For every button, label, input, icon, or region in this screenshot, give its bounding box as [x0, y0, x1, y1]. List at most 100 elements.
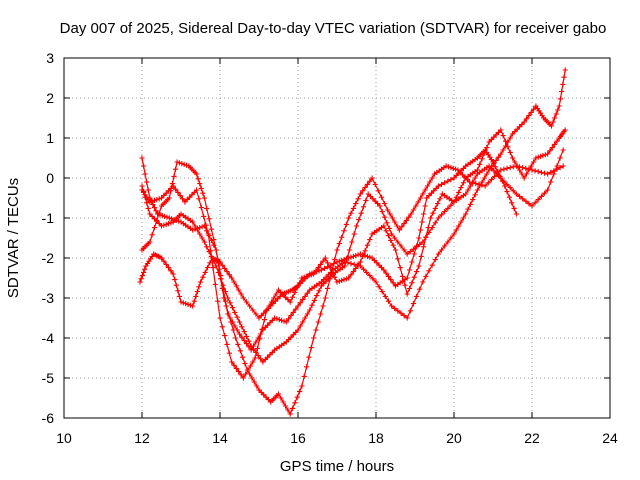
data-point [364, 269, 370, 275]
data-point [445, 178, 451, 184]
data-point [224, 341, 230, 347]
data-point [460, 180, 466, 186]
data-point [350, 269, 356, 275]
x-axis-label: GPS time / hours [280, 458, 394, 475]
data-point [225, 295, 231, 301]
data-point [519, 171, 525, 177]
data-point [542, 152, 548, 158]
data-point [162, 213, 168, 219]
data-point [234, 314, 240, 320]
data-point [271, 295, 277, 301]
data-point [486, 167, 492, 173]
data-point [313, 268, 319, 274]
data-point [283, 319, 289, 325]
data-point [463, 191, 469, 197]
data-point [526, 113, 532, 119]
data-point [253, 339, 259, 345]
data-point [275, 287, 282, 293]
data-point [275, 391, 282, 397]
data-point [408, 211, 414, 217]
data-point [238, 372, 244, 378]
data-point [297, 280, 303, 286]
data-point [488, 177, 494, 183]
data-point [272, 315, 278, 321]
data-point [367, 273, 373, 279]
data-point [238, 291, 244, 297]
data-point [336, 258, 342, 264]
data-point [357, 191, 363, 197]
data-point [320, 258, 326, 264]
data-point [410, 246, 416, 252]
data-point [349, 239, 355, 245]
data-point [390, 242, 396, 248]
data-point [166, 215, 172, 221]
data-point [479, 156, 485, 162]
data-point [429, 262, 435, 268]
data-point [145, 205, 151, 211]
data-point [286, 316, 292, 322]
data-point [365, 191, 371, 197]
data-point [493, 132, 499, 138]
data-point [201, 195, 207, 201]
data-point [432, 257, 438, 263]
data-point [315, 265, 321, 271]
data-point [373, 279, 379, 285]
x-tick-label: 12 [134, 430, 150, 446]
data-point [339, 257, 345, 263]
data-point [431, 188, 437, 194]
data-point [523, 165, 529, 171]
data-point [488, 137, 494, 143]
data-point [367, 254, 373, 260]
data-point [293, 306, 299, 312]
data-point [204, 244, 210, 250]
data-point [548, 169, 554, 175]
data-point [161, 193, 167, 199]
data-point [470, 179, 476, 185]
data-point [158, 255, 165, 261]
data-point [175, 288, 181, 294]
data-point [422, 187, 428, 193]
data-point [287, 299, 293, 305]
data-point [372, 198, 378, 204]
data-point [493, 157, 499, 163]
data-point [370, 276, 376, 282]
data-point [389, 215, 395, 221]
data-point [427, 179, 433, 185]
data-point [147, 211, 153, 217]
data-point [426, 268, 432, 274]
data-point [500, 133, 506, 139]
data-point [383, 228, 389, 234]
data-point [175, 189, 181, 195]
data-point [318, 311, 324, 317]
data-point [378, 265, 385, 271]
data-point [318, 267, 324, 273]
data-point [176, 218, 182, 224]
data-point [501, 166, 507, 172]
data-point [531, 106, 537, 112]
data-point [174, 159, 180, 165]
data-point [355, 262, 361, 268]
data-point [144, 200, 150, 206]
data-point [382, 293, 388, 299]
data-point [267, 320, 273, 326]
data-point [194, 289, 200, 295]
data-point [531, 159, 537, 165]
data-point [254, 345, 260, 351]
data-point [523, 171, 530, 177]
data-point [350, 253, 356, 259]
data-point [512, 129, 518, 135]
data-point [557, 165, 563, 171]
data-point [385, 298, 392, 304]
data-point [334, 259, 340, 265]
data-point [376, 284, 382, 290]
data-point [344, 255, 350, 261]
x-tick-label: 14 [212, 430, 228, 446]
data-point [485, 180, 491, 186]
data-point [550, 119, 556, 125]
data-point [346, 215, 352, 221]
data-point [142, 266, 148, 272]
data-point [290, 332, 296, 338]
data-point [275, 296, 281, 302]
data-point [353, 223, 360, 229]
data-point [414, 293, 420, 299]
